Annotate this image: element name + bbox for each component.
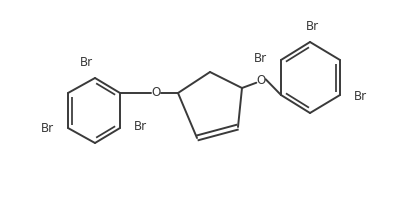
Text: Br: Br	[254, 52, 267, 66]
Text: Br: Br	[80, 56, 93, 69]
Text: Br: Br	[354, 89, 367, 103]
Text: O: O	[151, 86, 161, 100]
Text: Br: Br	[305, 20, 318, 33]
Text: O: O	[256, 75, 266, 88]
Text: Br: Br	[41, 123, 54, 135]
Text: Br: Br	[134, 120, 147, 134]
